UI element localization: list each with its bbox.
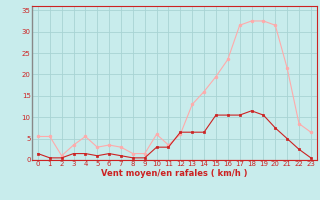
X-axis label: Vent moyen/en rafales ( km/h ): Vent moyen/en rafales ( km/h ) [101, 169, 248, 178]
